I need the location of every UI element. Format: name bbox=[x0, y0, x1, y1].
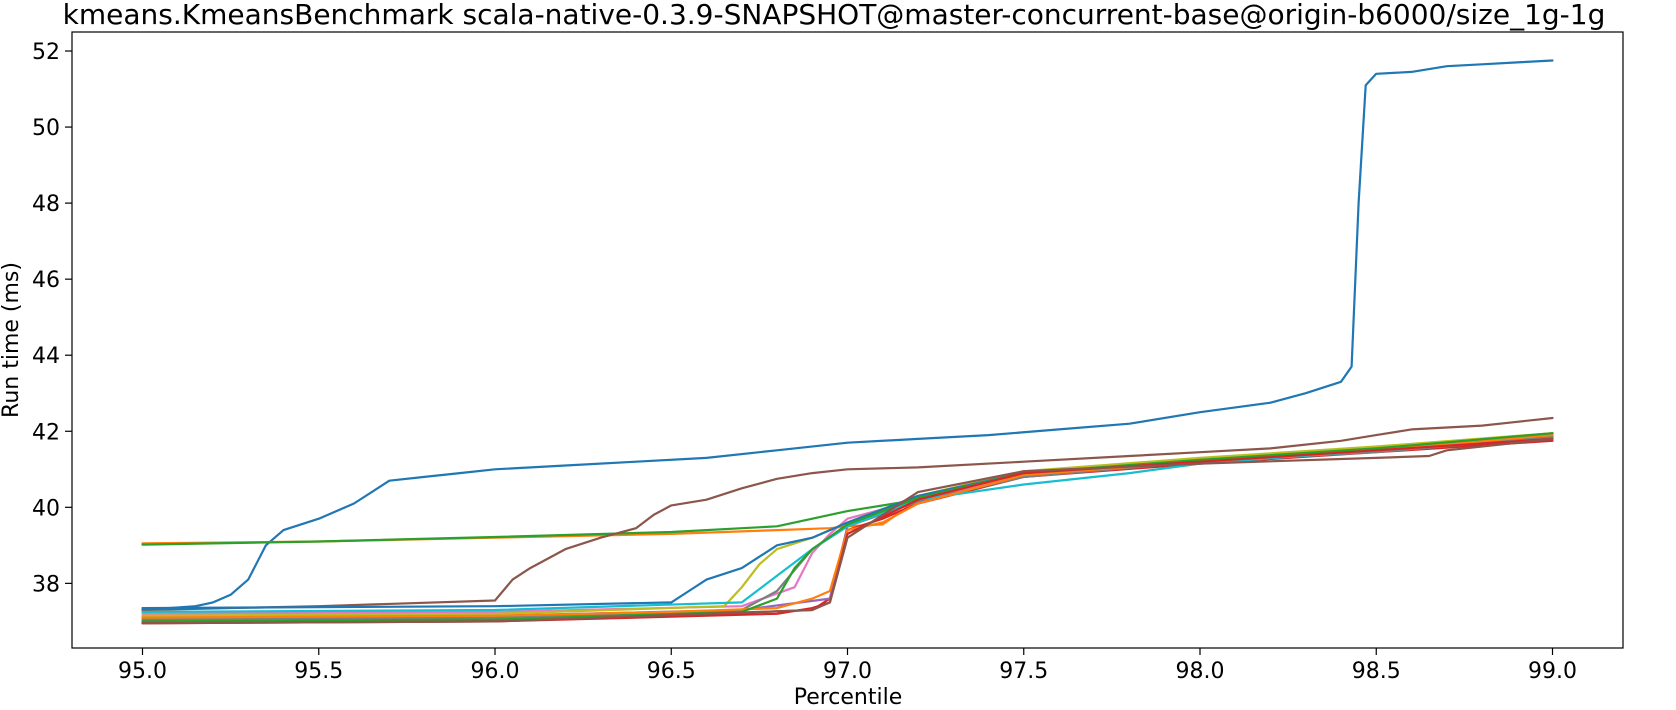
series-line-1 bbox=[141, 59, 1554, 612]
x-tick-label: 97.5 bbox=[999, 659, 1048, 684]
y-tick-label: 48 bbox=[32, 192, 60, 217]
series-line-15 bbox=[141, 437, 1554, 625]
y-tick-label: 52 bbox=[32, 40, 60, 65]
y-axis-label: Run time (ms) bbox=[0, 262, 24, 418]
chart-title: kmeans.KmeansBenchmark scala-native-0.3.… bbox=[63, 0, 1606, 31]
series-group bbox=[141, 59, 1554, 625]
x-axis-label: Percentile bbox=[794, 685, 903, 710]
x-tick-label: 97.0 bbox=[823, 659, 872, 684]
y-tick-label: 38 bbox=[32, 572, 60, 597]
x-tick-label: 99.0 bbox=[1528, 659, 1577, 684]
series-line-10 bbox=[141, 434, 1554, 614]
x-tick-label: 95.5 bbox=[294, 659, 343, 684]
y-axis: 38 40 42 44 46 48 50 52 bbox=[32, 40, 72, 597]
series-line-6 bbox=[141, 416, 1554, 612]
plot-frame bbox=[71, 31, 1624, 649]
y-tick-label: 46 bbox=[32, 268, 60, 293]
x-axis: 95.0 95.5 96.0 96.5 97.0 97.5 98.0 98.5 99.0 bbox=[118, 648, 1577, 684]
x-tick-label: 96.0 bbox=[471, 659, 520, 684]
y-tick-label: 50 bbox=[32, 116, 60, 141]
y-tick-label: 42 bbox=[32, 420, 60, 445]
y-tick-label: 44 bbox=[32, 344, 60, 369]
y-tick-label: 40 bbox=[32, 496, 60, 521]
x-tick-label: 98.5 bbox=[1352, 659, 1401, 684]
series-line-14 bbox=[141, 437, 1554, 625]
series-line-11 bbox=[141, 434, 1554, 610]
x-tick-label: 96.5 bbox=[647, 659, 696, 684]
x-tick-label: 98.0 bbox=[1176, 659, 1225, 684]
x-tick-label: 95.0 bbox=[118, 659, 167, 684]
